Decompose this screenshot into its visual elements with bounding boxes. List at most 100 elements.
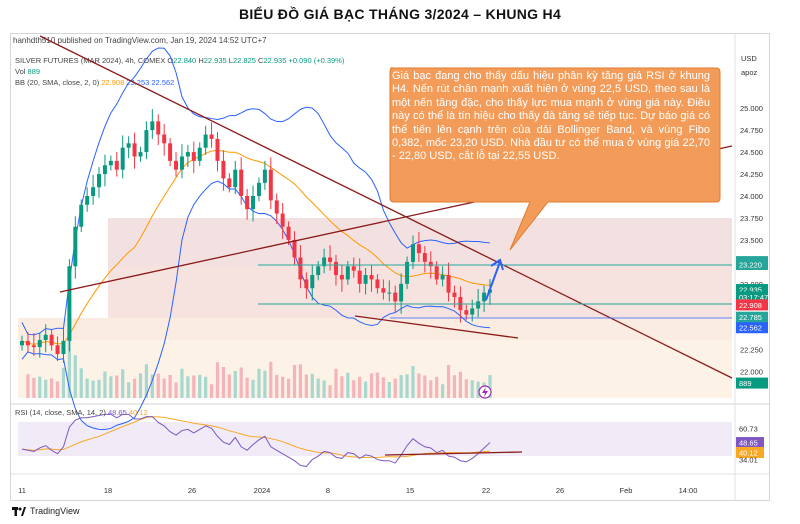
- volume-bar: [310, 373, 314, 398]
- volume-bar: [44, 379, 48, 398]
- volume-bar: [358, 376, 362, 398]
- rsi-tick-label: 34.01: [739, 456, 758, 465]
- candle-body: [416, 244, 421, 254]
- candle-body: [91, 187, 96, 196]
- candle-body: [233, 169, 238, 188]
- price-badges: 23.25323.22022.93503:17:4722.90822.78522…: [736, 256, 768, 389]
- bb-lower-value: 22.562: [151, 78, 175, 87]
- price-badge-label: 889: [739, 379, 752, 388]
- volume-bar: [399, 375, 403, 398]
- price-badge-label: 22.562: [739, 324, 762, 333]
- time-tick-label: 15: [406, 486, 414, 495]
- tradingview-footer[interactable]: TradingView: [12, 506, 80, 516]
- descending-trendline: [39, 35, 733, 379]
- candle-body: [168, 143, 173, 161]
- candle-body: [256, 182, 261, 196]
- price-badge-label: 22.785: [739, 313, 762, 322]
- volume-bar: [375, 372, 380, 398]
- volume-bar: [55, 381, 60, 398]
- candle-body: [286, 226, 291, 240]
- price-badge: [736, 259, 768, 271]
- candle-body: [85, 196, 90, 205]
- ohlc-low: 22.825: [232, 56, 256, 65]
- volume-bar: [381, 377, 385, 398]
- volume-bar: [298, 364, 303, 398]
- volume-bar: [257, 368, 261, 398]
- candle-body: [405, 261, 410, 284]
- ohlc-c-label: C: [258, 56, 264, 65]
- rsi-legend: RSI (14, close, SMA, 14, 2) 48.65 40.12: [15, 408, 148, 417]
- ohlc-change: +0.090 (+0.39%): [288, 56, 345, 65]
- volume-bar: [103, 371, 107, 398]
- volume-bar: [97, 379, 101, 398]
- candle-body: [215, 138, 220, 161]
- volume-bar: [239, 367, 243, 398]
- rsi-panel: [21, 413, 491, 468]
- candle-body: [375, 279, 380, 289]
- volume-bar: [156, 373, 160, 398]
- bb-legend: BB (20, SMA, close, 2, 0) 22.908 23.253 …: [15, 78, 174, 87]
- candle-body: [328, 257, 333, 262]
- candle-body: [185, 152, 190, 157]
- price-tick-label: 22.250: [740, 346, 763, 355]
- volume-bar: [387, 382, 391, 398]
- candle-body: [428, 261, 433, 267]
- volume-bar: [73, 355, 77, 398]
- volume-bar: [328, 385, 332, 398]
- volume-bar: [127, 382, 131, 398]
- volume-value: 889: [27, 67, 41, 76]
- candle-body: [67, 266, 72, 341]
- volume-bar: [91, 380, 95, 398]
- candle-body: [363, 275, 368, 284]
- candle-body: [304, 279, 309, 289]
- volume-bar: [464, 379, 468, 398]
- tradingview-logo-icon: [12, 506, 26, 516]
- bb-upper-value: 23.253: [126, 78, 150, 87]
- callout-box: [389, 67, 721, 251]
- volume-legend: Vol 889: [15, 67, 40, 76]
- candle-body: [61, 340, 66, 355]
- candle-body: [387, 292, 392, 294]
- time-tick-label: 14:00: [679, 486, 698, 495]
- volume-bar: [221, 367, 226, 398]
- tradingview-brand: TradingView: [30, 506, 80, 516]
- volume-bar: [346, 372, 350, 398]
- volume-bar: [292, 365, 297, 398]
- volume-bar: [423, 375, 427, 398]
- rsi-tick-label: 48.65: [739, 439, 758, 448]
- candle-body: [262, 169, 267, 183]
- volume-bar: [316, 378, 320, 398]
- price-tick-label: 22.000: [740, 368, 763, 377]
- price-badge-label: 03:17:47: [739, 293, 768, 302]
- volume-bar: [138, 373, 143, 398]
- candle-body: [274, 200, 279, 214]
- lower-zone: [18, 340, 732, 398]
- page-title: BIỂU ĐỒ GIÁ BẠC THÁNG 3/2024 – KHUNG H4: [238, 6, 562, 22]
- candle-body: [203, 134, 208, 148]
- candle-body: [162, 134, 167, 144]
- volume-bar: [476, 381, 480, 398]
- volume-bar: [458, 371, 462, 398]
- volume-bar: [186, 376, 190, 398]
- candle-body: [440, 275, 445, 280]
- candle-body: [150, 121, 155, 131]
- time-tick-label: 26: [556, 486, 564, 495]
- volume-bar: [446, 365, 451, 398]
- volume-bar: [85, 378, 89, 398]
- bb-label: BB (20, SMA, close, 2, 0): [15, 78, 100, 87]
- price-tick-label: 24.000: [740, 192, 763, 201]
- volume-bar: [174, 382, 178, 398]
- analysis-annotation: Giá bạc đang cho thấy dấu hiệu phân kỳ t…: [392, 70, 710, 163]
- candle-body: [197, 147, 202, 161]
- volume-bar: [192, 375, 196, 398]
- bb-basis-value: 22.908: [101, 78, 125, 87]
- volume-bar: [429, 380, 433, 398]
- price-tick-label: 23.500: [740, 236, 763, 245]
- volume-bar: [121, 369, 125, 398]
- volume-bar: [227, 374, 231, 398]
- time-tick-label: 2024: [254, 486, 271, 495]
- candle-body: [227, 178, 232, 188]
- volume-bar: [150, 374, 154, 398]
- candle-body: [333, 261, 338, 276]
